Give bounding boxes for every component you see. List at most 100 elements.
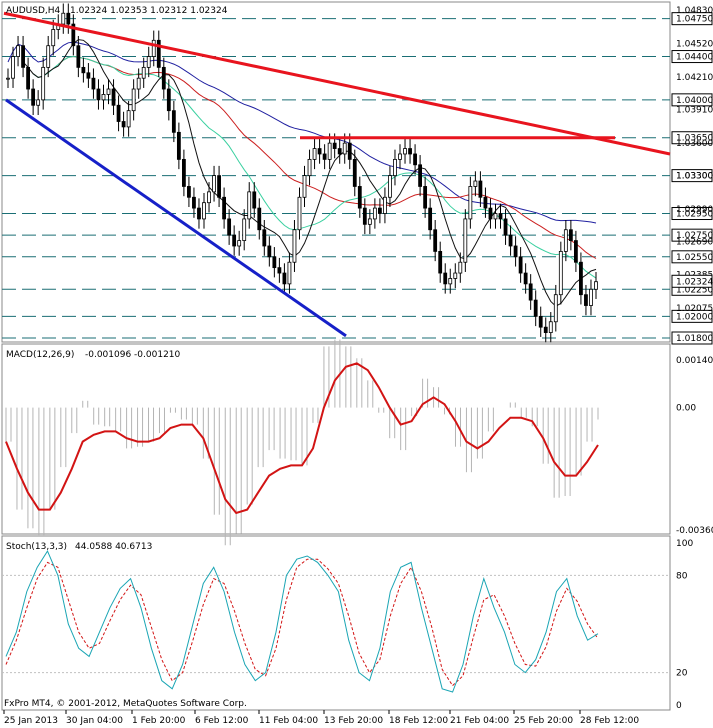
candle-body (553, 294, 558, 323)
candle-body (438, 250, 443, 274)
candle-body (393, 158, 397, 177)
candle-body (282, 272, 287, 285)
level-label-box (671, 131, 713, 145)
stoch-title: Stoch(13,3,3) (6, 542, 67, 552)
price-tick-label: 1.04210 (676, 73, 713, 83)
candle-body (594, 281, 598, 290)
candle-body (176, 131, 181, 160)
candle-body (242, 218, 247, 241)
candle-body (192, 196, 196, 209)
level-label: 1.02000 (676, 312, 713, 322)
level-label-box (671, 331, 713, 345)
ma-blue-line (7, 41, 597, 224)
candle-body (543, 326, 548, 333)
candle-body (272, 256, 277, 269)
candle-body (563, 229, 568, 252)
candle-body (418, 164, 423, 187)
x-tick-label: 1 Feb 20:00 (132, 716, 186, 726)
price-tick-label: 1.02690 (676, 238, 713, 248)
stoch-panel-frame (1, 535, 671, 711)
candle-body (513, 245, 518, 258)
candle-body (292, 229, 297, 263)
candle-body (187, 186, 191, 198)
candle-body (26, 66, 31, 90)
macd-panel: 0.00140 0.00 -0.00360 (5, 339, 713, 546)
price-tick-label: 1.02990 (676, 205, 713, 215)
candle-body (131, 88, 136, 112)
candle-body (498, 213, 503, 220)
x-tick-label: 6 Feb 12:00 (195, 716, 249, 726)
candle-body (312, 148, 317, 160)
candle-body (317, 148, 322, 155)
candle-body (503, 218, 508, 236)
candle-body (568, 229, 573, 241)
x-tick-label: 11 Feb 04:00 (259, 716, 318, 726)
level-label: 1.02550 (676, 253, 713, 263)
x-tick-label: 25 Jan 2013 (4, 716, 58, 726)
candle-body (111, 88, 116, 106)
candle-body (589, 288, 593, 306)
candle-body (116, 104, 121, 122)
candle-body (473, 180, 478, 187)
candle-body (181, 158, 186, 187)
stoch-tick-label: 100 (676, 539, 693, 549)
candle-body (91, 77, 96, 90)
candle-body (448, 278, 453, 285)
level-label: 1.03300 (676, 172, 713, 182)
stoch-tick-label: 80 (676, 571, 688, 581)
candle-body (257, 207, 262, 231)
candle-body (398, 153, 402, 160)
stoch-signal-line (5, 558, 599, 687)
macd-tick-label: 0.00140 (676, 356, 713, 366)
candle-body (558, 250, 563, 296)
candle-body (388, 175, 392, 198)
candle-body (322, 153, 327, 160)
candle-body (483, 196, 488, 209)
macd-values: -0.001096 -0.001210 (85, 350, 181, 360)
x-tick-label: 13 Feb 20:00 (324, 716, 383, 726)
level-label-box (671, 93, 713, 107)
candle-body (413, 153, 417, 166)
stoch-main-line (5, 550, 599, 693)
candle-body (212, 175, 216, 193)
candle-body (81, 66, 86, 74)
candle-body (126, 110, 131, 128)
candle-body (237, 240, 242, 247)
candle-body (342, 142, 347, 155)
candle-body (171, 110, 176, 133)
candle-body (101, 94, 106, 101)
candle-body (453, 272, 458, 279)
level-label-box (671, 250, 713, 264)
level-label: 1.04750 (676, 15, 713, 25)
candle-body (141, 66, 146, 79)
candle-body (428, 207, 433, 231)
candle-body (41, 66, 46, 101)
candle-body (146, 56, 151, 68)
candle-body (307, 158, 312, 177)
candle-body (352, 158, 357, 187)
candle-body (86, 72, 91, 79)
candle-body (277, 267, 282, 274)
candle-body (156, 39, 161, 68)
macd-signal-line (5, 362, 599, 515)
candle-body (202, 202, 206, 220)
candle-body (161, 66, 166, 90)
candle-body (21, 45, 25, 68)
symbol-header: AUDUSD,H4 (6, 6, 61, 16)
candle-body (584, 294, 588, 306)
copyright-footer: FxPro MT4, © 2001-2012, MetaQuotes Softw… (4, 699, 247, 709)
candle-body (136, 77, 141, 90)
candle-body (287, 261, 292, 285)
candle-body (106, 88, 111, 95)
level-label: 1.02250 (676, 285, 713, 295)
candle-body (232, 234, 237, 247)
x-tick-label: 30 Jan 04:00 (66, 716, 123, 726)
x-tick-label: 18 Feb 12:00 (389, 716, 448, 726)
stoch-values: 44.0588 40.6713 (75, 542, 152, 552)
level-label: 1.02750 (676, 231, 713, 241)
candle-body (478, 180, 483, 198)
macd-title: MACD(12,26,9) (6, 350, 74, 360)
candle-body (548, 321, 553, 333)
candle-body (327, 142, 332, 160)
level-label: 1.04400 (676, 53, 713, 63)
